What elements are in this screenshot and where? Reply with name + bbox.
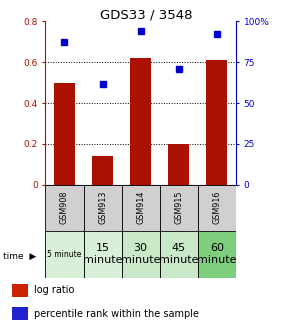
Text: percentile rank within the sample: percentile rank within the sample: [34, 309, 199, 318]
Bar: [84, 185, 122, 231]
Bar: [198, 185, 236, 231]
Bar: [45, 185, 84, 231]
Text: GSM914: GSM914: [136, 191, 145, 224]
Bar: [198, 231, 236, 278]
Bar: [54, 82, 75, 185]
Bar: [122, 231, 160, 278]
Text: GDS33 / 3548: GDS33 / 3548: [100, 8, 193, 21]
Bar: [11, 307, 28, 320]
Text: log ratio: log ratio: [34, 285, 74, 295]
Bar: [84, 231, 122, 278]
Bar: [45, 231, 84, 278]
Text: time  ▶: time ▶: [3, 252, 36, 261]
Text: 45
minute: 45 minute: [159, 243, 198, 265]
Text: 5 minute: 5 minute: [47, 250, 82, 259]
Text: GSM915: GSM915: [174, 191, 183, 224]
Bar: [206, 60, 227, 185]
Text: 60
minute: 60 minute: [197, 243, 236, 265]
Bar: [160, 185, 198, 231]
Text: 15
minute: 15 minute: [83, 243, 122, 265]
Text: 30
minute: 30 minute: [121, 243, 160, 265]
Bar: [160, 231, 198, 278]
Text: GSM913: GSM913: [98, 191, 107, 224]
Text: GSM916: GSM916: [212, 191, 221, 224]
Bar: [168, 144, 189, 185]
Bar: [122, 185, 160, 231]
Bar: [11, 284, 28, 297]
Text: GSM908: GSM908: [60, 191, 69, 224]
Bar: [130, 58, 151, 185]
Bar: [92, 156, 113, 185]
